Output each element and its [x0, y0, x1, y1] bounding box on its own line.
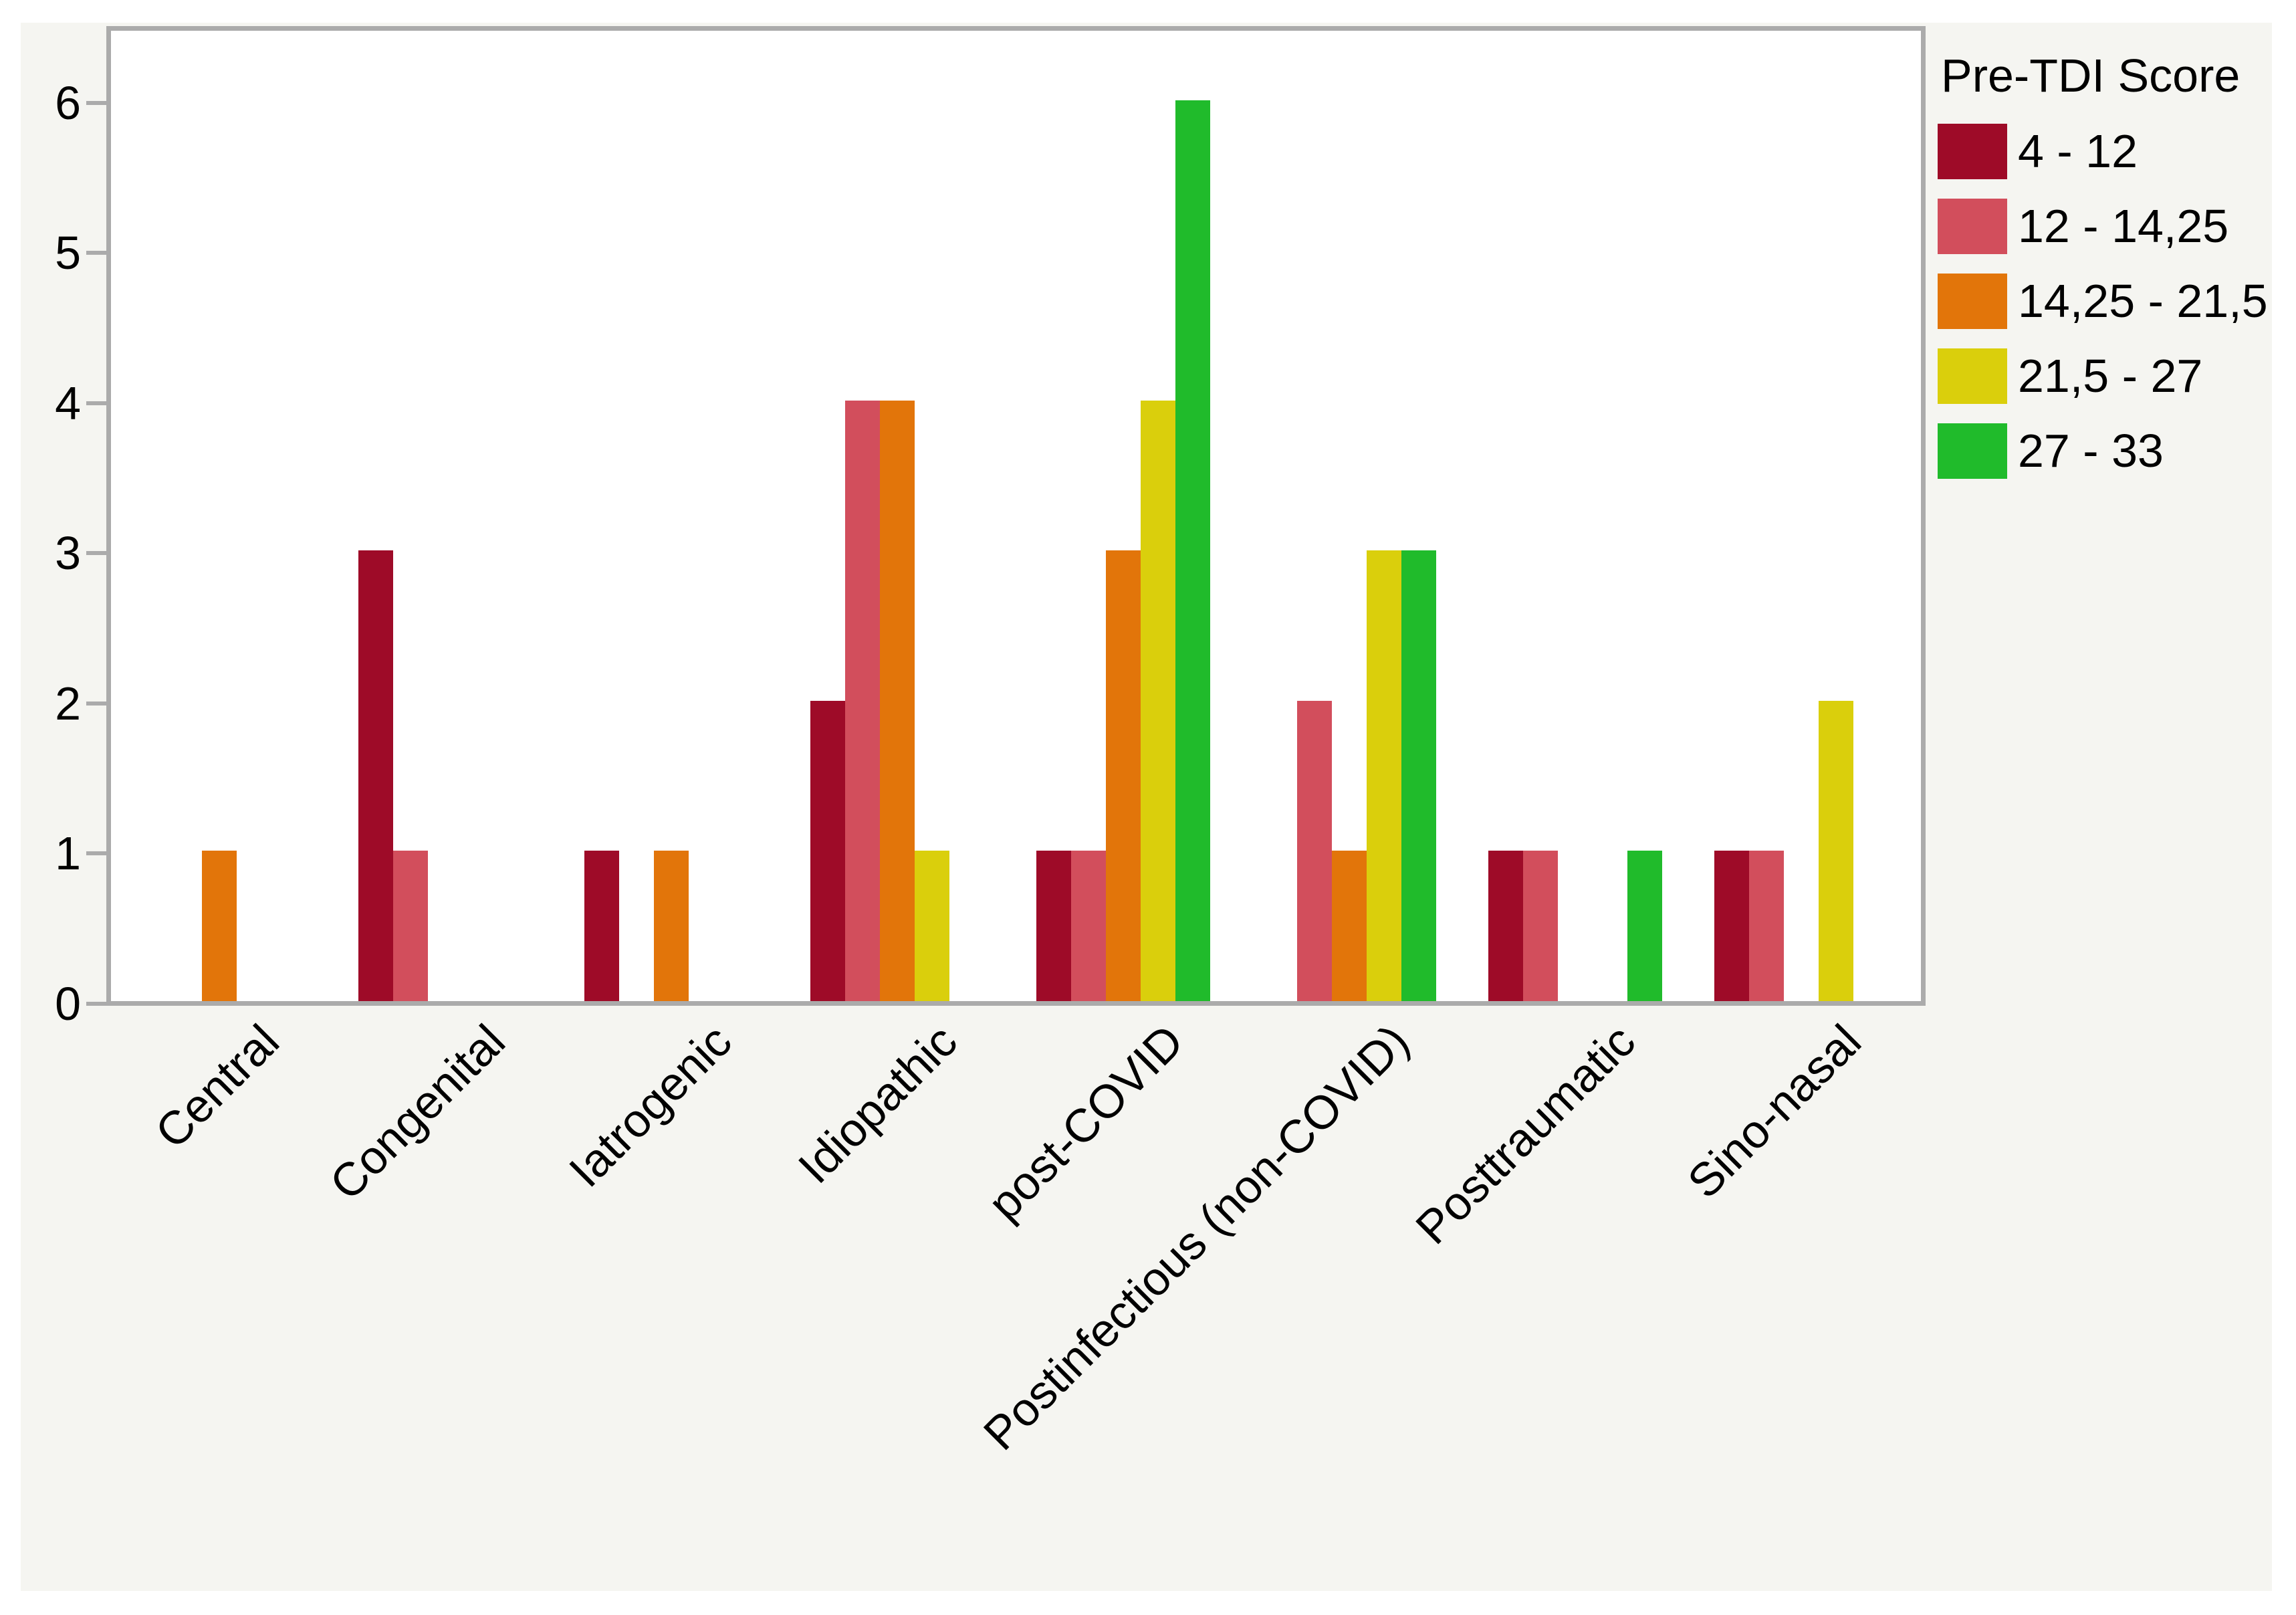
plot-area — [106, 26, 1926, 1006]
legend-swatch — [1938, 348, 2007, 404]
legend-item-label: 27 - 33 — [2018, 425, 2164, 477]
y-tick-mark — [86, 251, 106, 255]
bar — [1297, 701, 1332, 1001]
y-tick-label: 4 — [55, 376, 81, 429]
y-tick-mark — [86, 1001, 106, 1006]
bar — [1036, 851, 1071, 1001]
bar — [1141, 401, 1175, 1001]
bar — [1071, 851, 1106, 1001]
y-tick-mark — [86, 851, 106, 855]
y-tick-label: 6 — [55, 76, 81, 129]
y-tick-mark — [86, 401, 106, 405]
y-tick-label: 0 — [55, 977, 81, 1030]
legend-swatch — [1938, 199, 2007, 254]
bar — [654, 851, 689, 1001]
bar — [1175, 100, 1210, 1001]
y-tick-label: 1 — [55, 827, 81, 879]
bar — [358, 550, 393, 1001]
bar — [915, 851, 949, 1001]
legend-swatch — [1938, 274, 2007, 329]
legend-swatch — [1938, 124, 2007, 179]
legend-item-label: 4 - 12 — [2018, 125, 2138, 177]
legend-item-label: 14,25 - 21,5 — [2018, 275, 2268, 327]
bar — [1367, 550, 1401, 1001]
legend-item-label: 12 - 14,25 — [2018, 200, 2229, 252]
y-tick-label: 5 — [55, 227, 81, 279]
bar — [1523, 851, 1558, 1001]
bar — [1332, 851, 1367, 1001]
y-tick-label: 2 — [55, 677, 81, 730]
legend-swatch — [1938, 423, 2007, 479]
bar — [810, 701, 845, 1001]
bar — [1106, 550, 1141, 1001]
bar — [880, 401, 915, 1001]
bar — [1488, 851, 1523, 1001]
y-tick-mark — [86, 551, 106, 555]
bar — [1401, 550, 1436, 1001]
y-tick-label: 3 — [55, 527, 81, 579]
bar — [845, 401, 880, 1001]
bar — [1819, 701, 1853, 1001]
bar — [1627, 851, 1662, 1001]
bar — [1749, 851, 1784, 1001]
bar — [202, 851, 237, 1001]
legend-title: Pre-TDI Score — [1941, 49, 2241, 102]
bar — [584, 851, 619, 1001]
legend-item-label: 21,5 - 27 — [2018, 350, 2203, 402]
y-tick-mark — [86, 100, 106, 105]
y-tick-mark — [86, 701, 106, 706]
bar — [393, 851, 428, 1001]
bar — [1714, 851, 1749, 1001]
